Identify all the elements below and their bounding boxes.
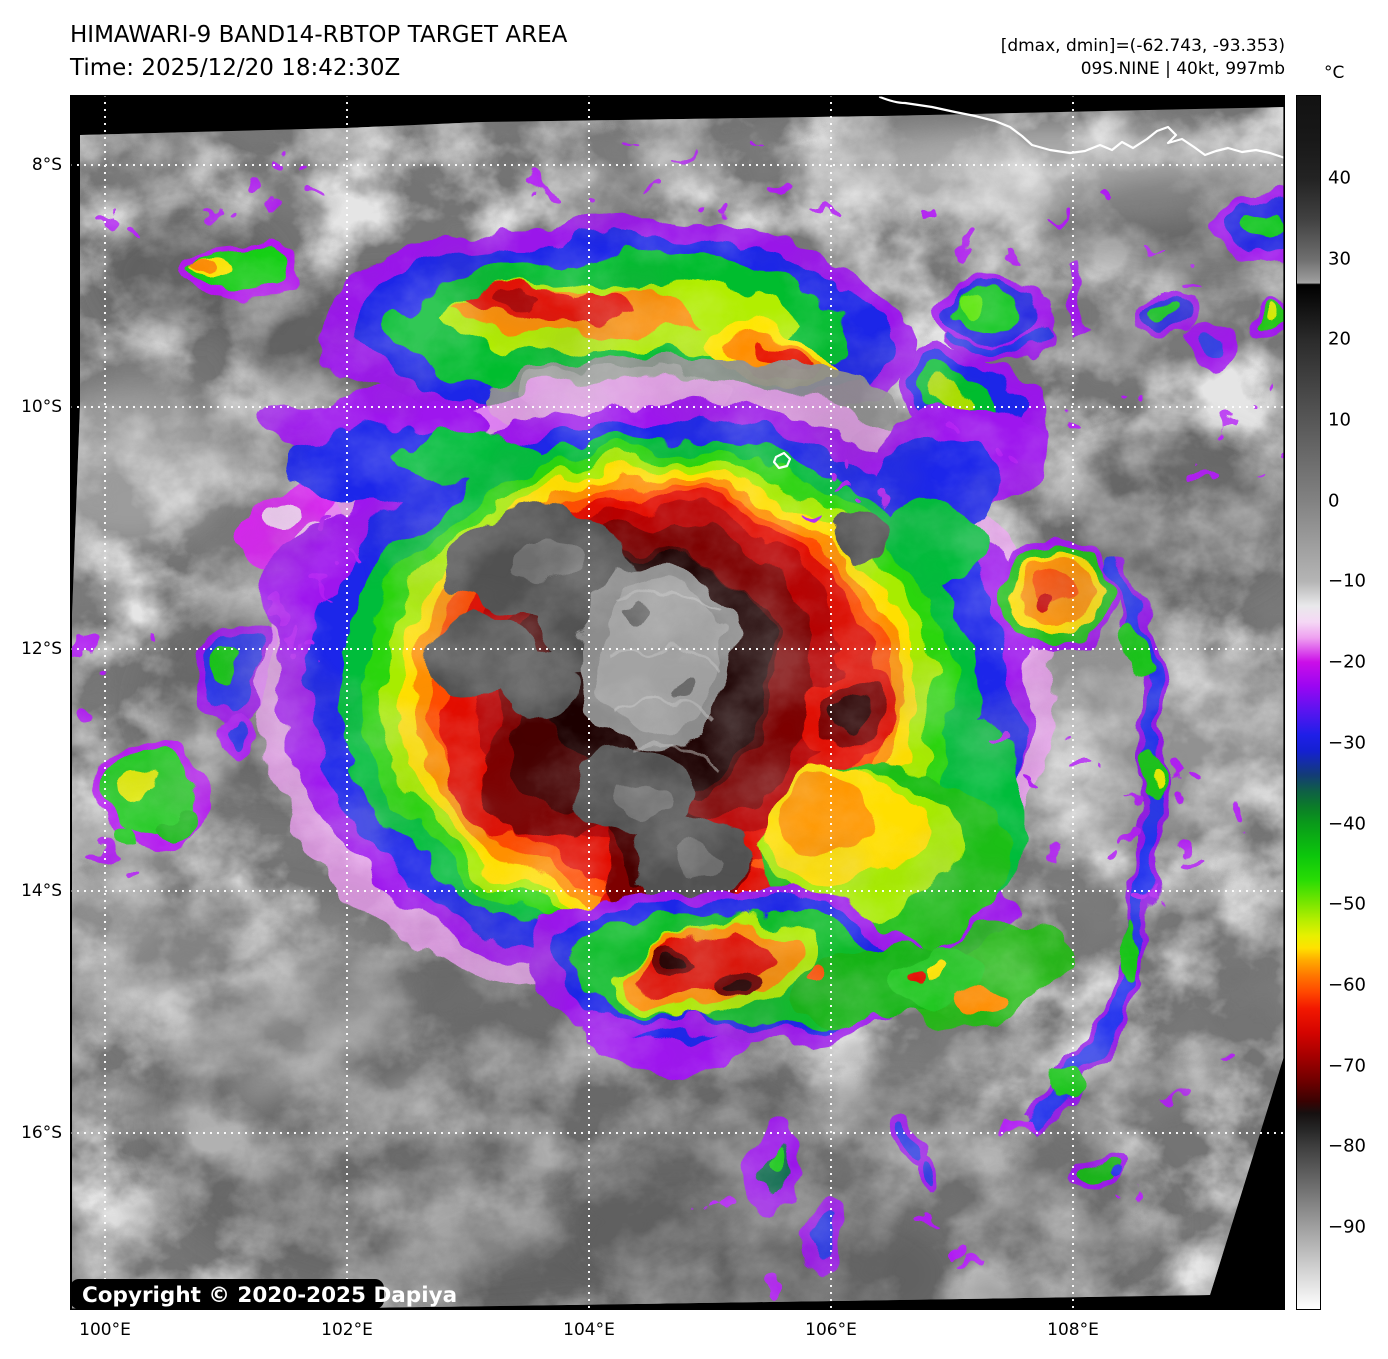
colorbar-tick-label: 30 [1328, 248, 1351, 270]
colorbar-tick-label: 10 [1328, 409, 1351, 431]
colorbar-tick-label: −30 [1328, 732, 1366, 754]
copyright-text: Copyright © 2020-2025 Dapiya [82, 1283, 457, 1308]
satellite-plot-area: Copyright © 2020-2025 Dapiya [70, 95, 1287, 1312]
lon-tick-label: 104°E [563, 1320, 615, 1340]
colorbar-tick-label: −60 [1328, 974, 1366, 996]
page-title: HIMAWARI-9 BAND14-RBTOP TARGET AREA [70, 22, 568, 48]
colorbar-tick-label: −80 [1328, 1135, 1366, 1157]
colorbar-tick-label: 0 [1328, 490, 1340, 512]
colorbar-tick-label: 20 [1328, 328, 1351, 350]
colorbar-tick-label: 40 [1328, 167, 1351, 189]
lat-tick-label: 16°S [21, 1123, 62, 1143]
colorbar-tick-label: −20 [1328, 651, 1366, 673]
lon-tick-label: 102°E [321, 1320, 373, 1340]
colorbar-tick-label: −10 [1328, 570, 1366, 592]
satellite-swath [72, 107, 1285, 1312]
texture-overlay [72, 107, 1285, 1310]
satellite-image: Copyright © 2020-2025 Dapiya [70, 95, 1287, 1312]
colorbar-tick-label: −40 [1328, 813, 1366, 835]
lat-tick-label: 12°S [21, 639, 62, 659]
coastline [772, 95, 1287, 470]
storm-id-annotation: 09S.NINE | 40kt, 997mb [1080, 59, 1285, 79]
timestamp: Time: 2025/12/20 18:42:30Z [70, 55, 401, 81]
lon-tick-label: 108°E [1047, 1320, 1099, 1340]
lat-tick-label: 10°S [21, 397, 62, 417]
lat-tick-label: 8°S [31, 155, 62, 175]
colorbar-tick-label: −70 [1328, 1055, 1366, 1077]
colorbar-unit-label: °C [1324, 63, 1345, 83]
island-outline [772, 451, 792, 470]
dmax-dmin-annotation: [dmax, dmin]=(-62.743, -93.353) [1000, 36, 1285, 56]
colorbar-tick-label: −50 [1328, 893, 1366, 915]
lon-tick-label: 100°E [79, 1320, 131, 1340]
colorbar [1296, 95, 1321, 1310]
lat-tick-label: 14°S [21, 881, 62, 901]
colorbar-tick-label: −90 [1328, 1216, 1366, 1238]
lon-tick-label: 106°E [805, 1320, 857, 1340]
plot-border [70, 95, 1286, 1311]
copyright-badge: Copyright © 2020-2025 Dapiya [70, 1279, 457, 1309]
